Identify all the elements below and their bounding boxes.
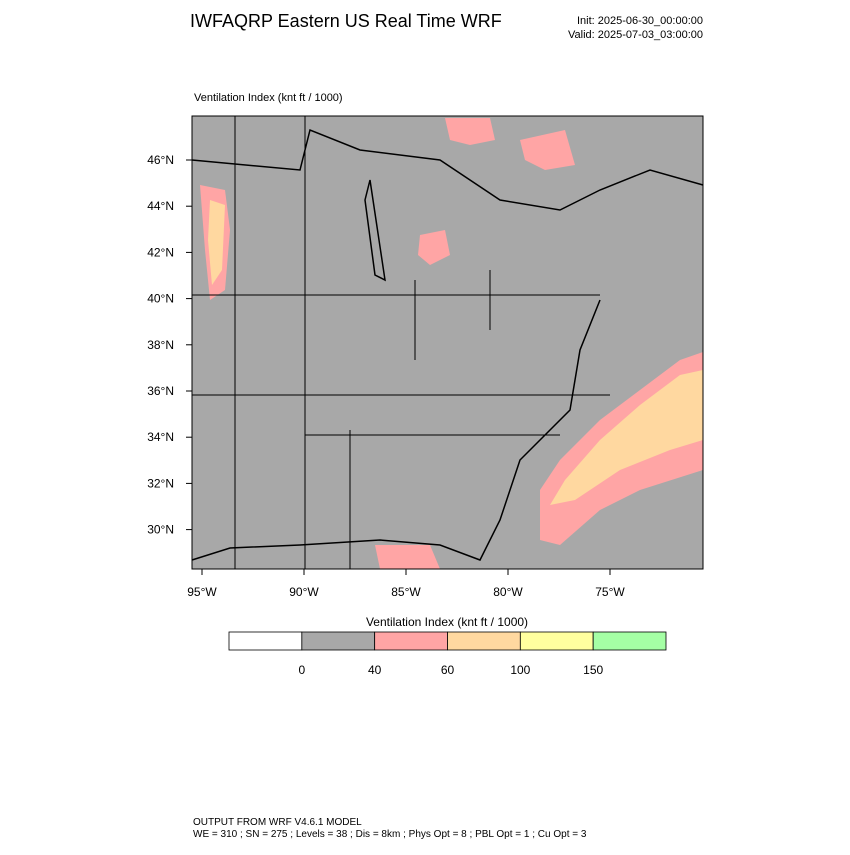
colorbar-box bbox=[447, 631, 521, 651]
valid-time: Valid: 2025-07-03_03:00:00 bbox=[568, 29, 703, 41]
colorbar-tick-label: 100 bbox=[510, 663, 530, 677]
lon-label: 80°W bbox=[493, 585, 523, 599]
map-label: Ventilation Index (knt ft / 1000) bbox=[194, 92, 343, 104]
ventilation-area bbox=[418, 230, 450, 265]
colorbar-box bbox=[592, 631, 667, 651]
ventilation-area bbox=[375, 545, 440, 569]
footer-line: WE = 310 ; SN = 275 ; Levels = 38 ; Dis … bbox=[193, 829, 587, 840]
map bbox=[191, 115, 704, 570]
ventilation-area bbox=[520, 130, 575, 170]
footer-line: OUTPUT FROM WRF V4.6.1 MODEL bbox=[193, 817, 362, 828]
lat-label: 42°N bbox=[147, 245, 174, 259]
colorbar-box bbox=[228, 631, 303, 651]
lat-label: 30°N bbox=[147, 523, 174, 537]
colorbar-box bbox=[374, 631, 448, 651]
lat-label: 32°N bbox=[147, 476, 174, 490]
colorbar-box bbox=[519, 631, 594, 651]
colorbar-title: Ventilation Index (knt ft / 1000) bbox=[366, 615, 528, 629]
lon-label: 90°W bbox=[289, 585, 319, 599]
ventilation-area bbox=[445, 118, 495, 145]
state-border bbox=[192, 116, 610, 569]
colorbar-tick-label: 60 bbox=[441, 663, 455, 677]
lon-label: 75°W bbox=[595, 585, 625, 599]
colorbar-tick-label: 0 bbox=[298, 663, 305, 677]
colorbar-tick-label: 150 bbox=[583, 663, 603, 677]
lat-label: 40°N bbox=[147, 292, 174, 306]
lon-label: 95°W bbox=[187, 585, 217, 599]
init-time: Init: 2025-06-30_00:00:00 bbox=[577, 15, 703, 27]
map-frame bbox=[191, 115, 704, 570]
lat-label: 46°N bbox=[147, 153, 174, 167]
colorbar-tick-label: 40 bbox=[368, 663, 382, 677]
lat-label: 38°N bbox=[147, 338, 174, 352]
lat-label: 36°N bbox=[147, 384, 174, 398]
title: IWFAQRP Eastern US Real Time WRF bbox=[190, 11, 502, 31]
map-background bbox=[192, 116, 703, 569]
lon-label: 85°W bbox=[391, 585, 421, 599]
ventilation-area bbox=[550, 370, 703, 505]
lat-label: 44°N bbox=[147, 199, 174, 213]
colorbar-box bbox=[301, 631, 376, 651]
lat-label: 34°N bbox=[147, 430, 174, 444]
ventilation-area bbox=[208, 200, 225, 285]
